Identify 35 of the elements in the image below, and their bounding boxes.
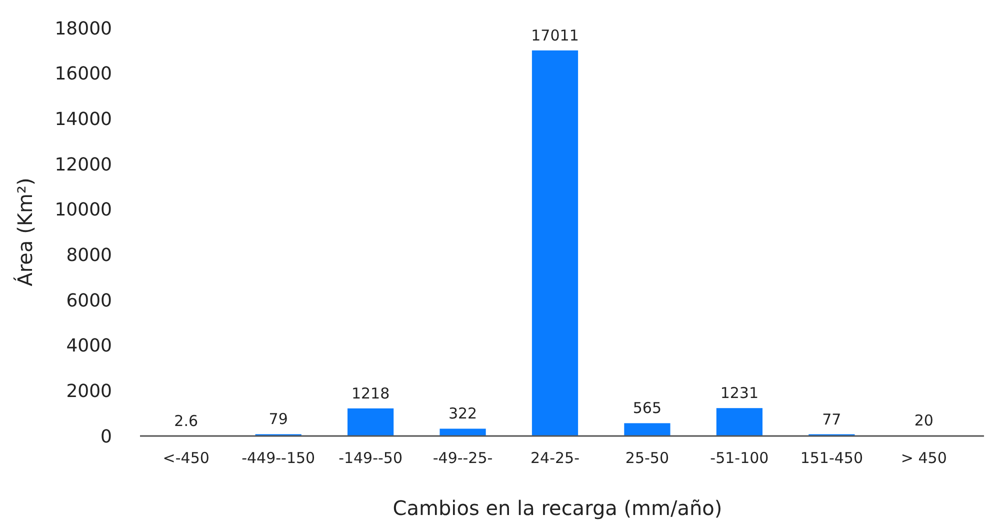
data-label: 77 (822, 410, 842, 428)
data-label: 565 (632, 399, 662, 418)
y-tick-label: 4000 (66, 336, 112, 357)
y-tick-label: 6000 (66, 290, 112, 312)
y-tick-label: 18000 (54, 18, 112, 40)
x-tick-label: -51-100 (710, 449, 769, 467)
data-label: 1231 (720, 384, 759, 402)
data-label: 2.6 (174, 412, 198, 430)
y-tick-label: 0 (100, 426, 112, 448)
y-tick-label: 8000 (66, 244, 112, 266)
x-axis-title: Cambios en la recarga (mm/año) (392, 496, 722, 520)
y-tick-label: 12000 (54, 154, 112, 176)
x-tick-label: 25-50 (625, 449, 670, 467)
data-label: 17011 (531, 26, 579, 44)
y-tick-label: 2000 (66, 380, 112, 402)
x-tick-label: > 450 (900, 449, 947, 467)
y-tick-label: 16000 (54, 64, 112, 85)
data-label: 20 (914, 412, 934, 430)
bar (716, 408, 762, 436)
bar (532, 50, 578, 436)
y-axis-title: Área (Km²) (13, 178, 37, 286)
x-tick-label: -149--50 (338, 449, 403, 467)
bar (440, 428, 486, 436)
bar (624, 423, 670, 436)
bar (348, 408, 394, 436)
y-tick-label: 10000 (54, 200, 112, 221)
y-tick-label: 14000 (54, 108, 112, 130)
x-tick-label: -449--150 (242, 449, 316, 467)
x-tick-label: 151-450 (800, 449, 864, 467)
x-tick-label: -49--25- (432, 449, 493, 467)
data-label: 79 (268, 410, 288, 428)
x-tick-label: 24-25- (530, 449, 580, 467)
x-tick-label: <-450 (162, 449, 210, 467)
data-label: 1218 (351, 384, 390, 402)
data-label: 322 (448, 404, 478, 423)
